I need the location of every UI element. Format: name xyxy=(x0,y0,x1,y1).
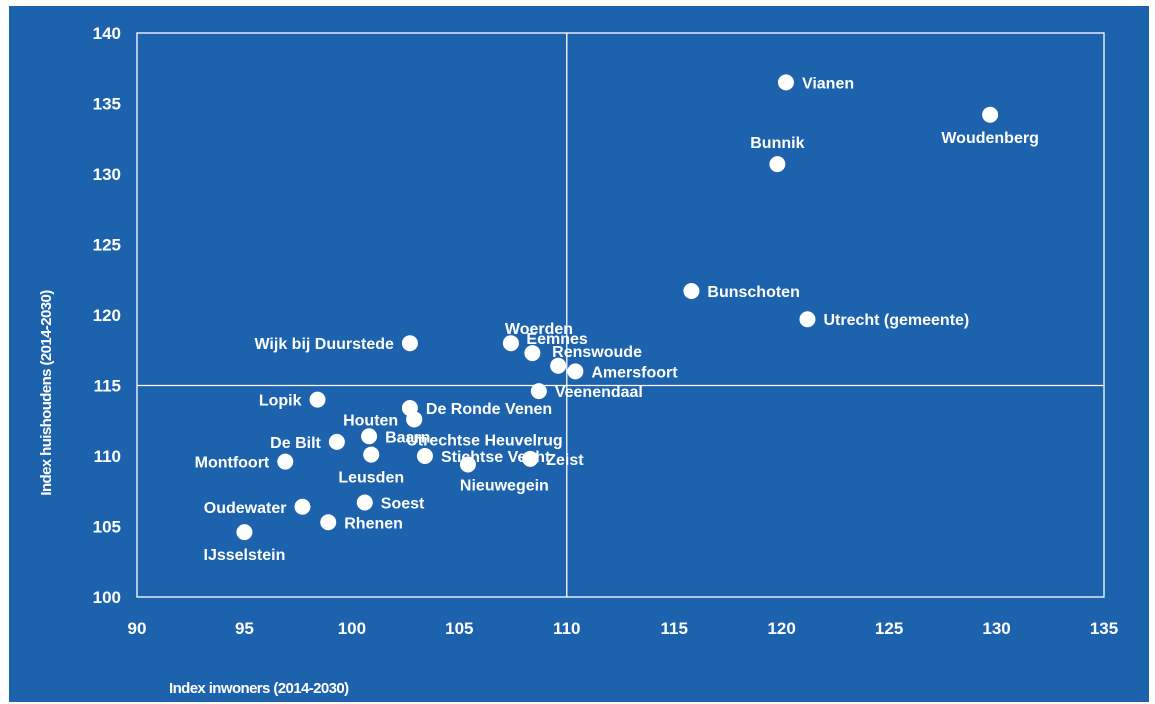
point-label: IJsselstein xyxy=(204,547,286,564)
data-point xyxy=(406,411,423,428)
data-point xyxy=(459,456,476,473)
x-tick-label: 105 xyxy=(445,619,473,638)
y-tick-label: 140 xyxy=(93,24,121,43)
x-tick-label: 110 xyxy=(553,619,580,638)
point-label: Nieuwegein xyxy=(460,477,549,494)
y-axis-label: Index huishoudens (2014-2030) xyxy=(38,290,55,496)
data-point xyxy=(522,450,539,467)
point-label: Leusden xyxy=(338,470,404,487)
data-point xyxy=(502,335,519,352)
x-axis-label: Index inwoners (2014-2030) xyxy=(169,680,349,697)
data-point xyxy=(309,391,326,408)
y-tick-label: 120 xyxy=(93,306,121,325)
data-point xyxy=(320,514,337,531)
data-point xyxy=(683,283,700,300)
scatter-chart: 90 95 100 105 110 115 120 125 130 135 100 105 110 115… xyxy=(38,24,1118,697)
data-point xyxy=(777,74,794,91)
y-tick-label: 105 xyxy=(93,518,121,537)
point-label: Bunnik xyxy=(750,135,804,152)
data-point xyxy=(356,494,373,511)
point-label: De Bilt xyxy=(270,435,321,452)
data-point xyxy=(401,335,418,352)
data-point xyxy=(567,363,584,380)
point-label: Renswoude xyxy=(552,344,642,361)
y-tick-label: 135 xyxy=(93,95,121,114)
plot-area-border xyxy=(136,32,1105,598)
point-label: Houten xyxy=(343,412,398,429)
data-point xyxy=(363,446,380,463)
point-label: Zeist xyxy=(546,452,584,469)
data-point xyxy=(294,498,311,515)
point-label: Oudewater xyxy=(204,500,287,517)
x-tick-label: 95 xyxy=(235,619,254,638)
point-label: Soest xyxy=(381,496,425,513)
x-tick-label: 130 xyxy=(982,619,1010,638)
data-point xyxy=(361,428,378,445)
point-label: Stichtse Vecht xyxy=(441,449,551,466)
data-point xyxy=(769,156,786,173)
x-tick-label: 120 xyxy=(767,619,795,638)
data-point xyxy=(530,383,547,400)
point-label: Rhenen xyxy=(344,515,403,532)
point-label: Vianen xyxy=(802,75,854,92)
point-label: Utrechtse Heuvelrug xyxy=(406,432,563,449)
point-label: Veenendaal xyxy=(555,384,643,401)
point-label: Montfoort xyxy=(195,455,270,472)
y-tick-label: 125 xyxy=(93,236,121,255)
data-point xyxy=(236,524,253,541)
point-label: Woerden xyxy=(505,321,573,338)
data-point xyxy=(328,433,345,450)
point-label: Eemnes xyxy=(526,331,587,348)
x-tick-label: 100 xyxy=(338,619,366,638)
x-tick-label: 90 xyxy=(128,619,147,638)
data-point xyxy=(277,453,294,470)
y-tick-label: 115 xyxy=(94,377,121,396)
x-tick-label: 115 xyxy=(661,619,688,638)
x-tick-label: 125 xyxy=(875,619,903,638)
point-label: Lopik xyxy=(259,393,302,410)
data-point xyxy=(524,345,541,362)
data-point xyxy=(799,311,816,328)
point-label: Baarn xyxy=(385,429,430,446)
point-label: Wijk bij Duurstede xyxy=(254,336,394,353)
point-label: Woudenberg xyxy=(941,130,1038,147)
point-label: Bunschoten xyxy=(707,284,799,301)
x-tick-label: 135 xyxy=(1090,619,1118,638)
point-label: Amersfoort xyxy=(591,364,678,381)
data-point xyxy=(982,106,999,123)
point-label: Utrecht (gemeente) xyxy=(823,312,969,329)
y-tick-label: 100 xyxy=(93,588,121,607)
data-point xyxy=(550,357,567,374)
y-tick-label: 110 xyxy=(94,447,121,466)
chart-frame: 90 95 100 105 110 115 120 125 130 135 100 105 110 115… xyxy=(9,6,1149,702)
data-point xyxy=(416,448,433,464)
y-tick-label: 130 xyxy=(93,165,121,184)
point-label: De Ronde Venen xyxy=(426,401,552,418)
